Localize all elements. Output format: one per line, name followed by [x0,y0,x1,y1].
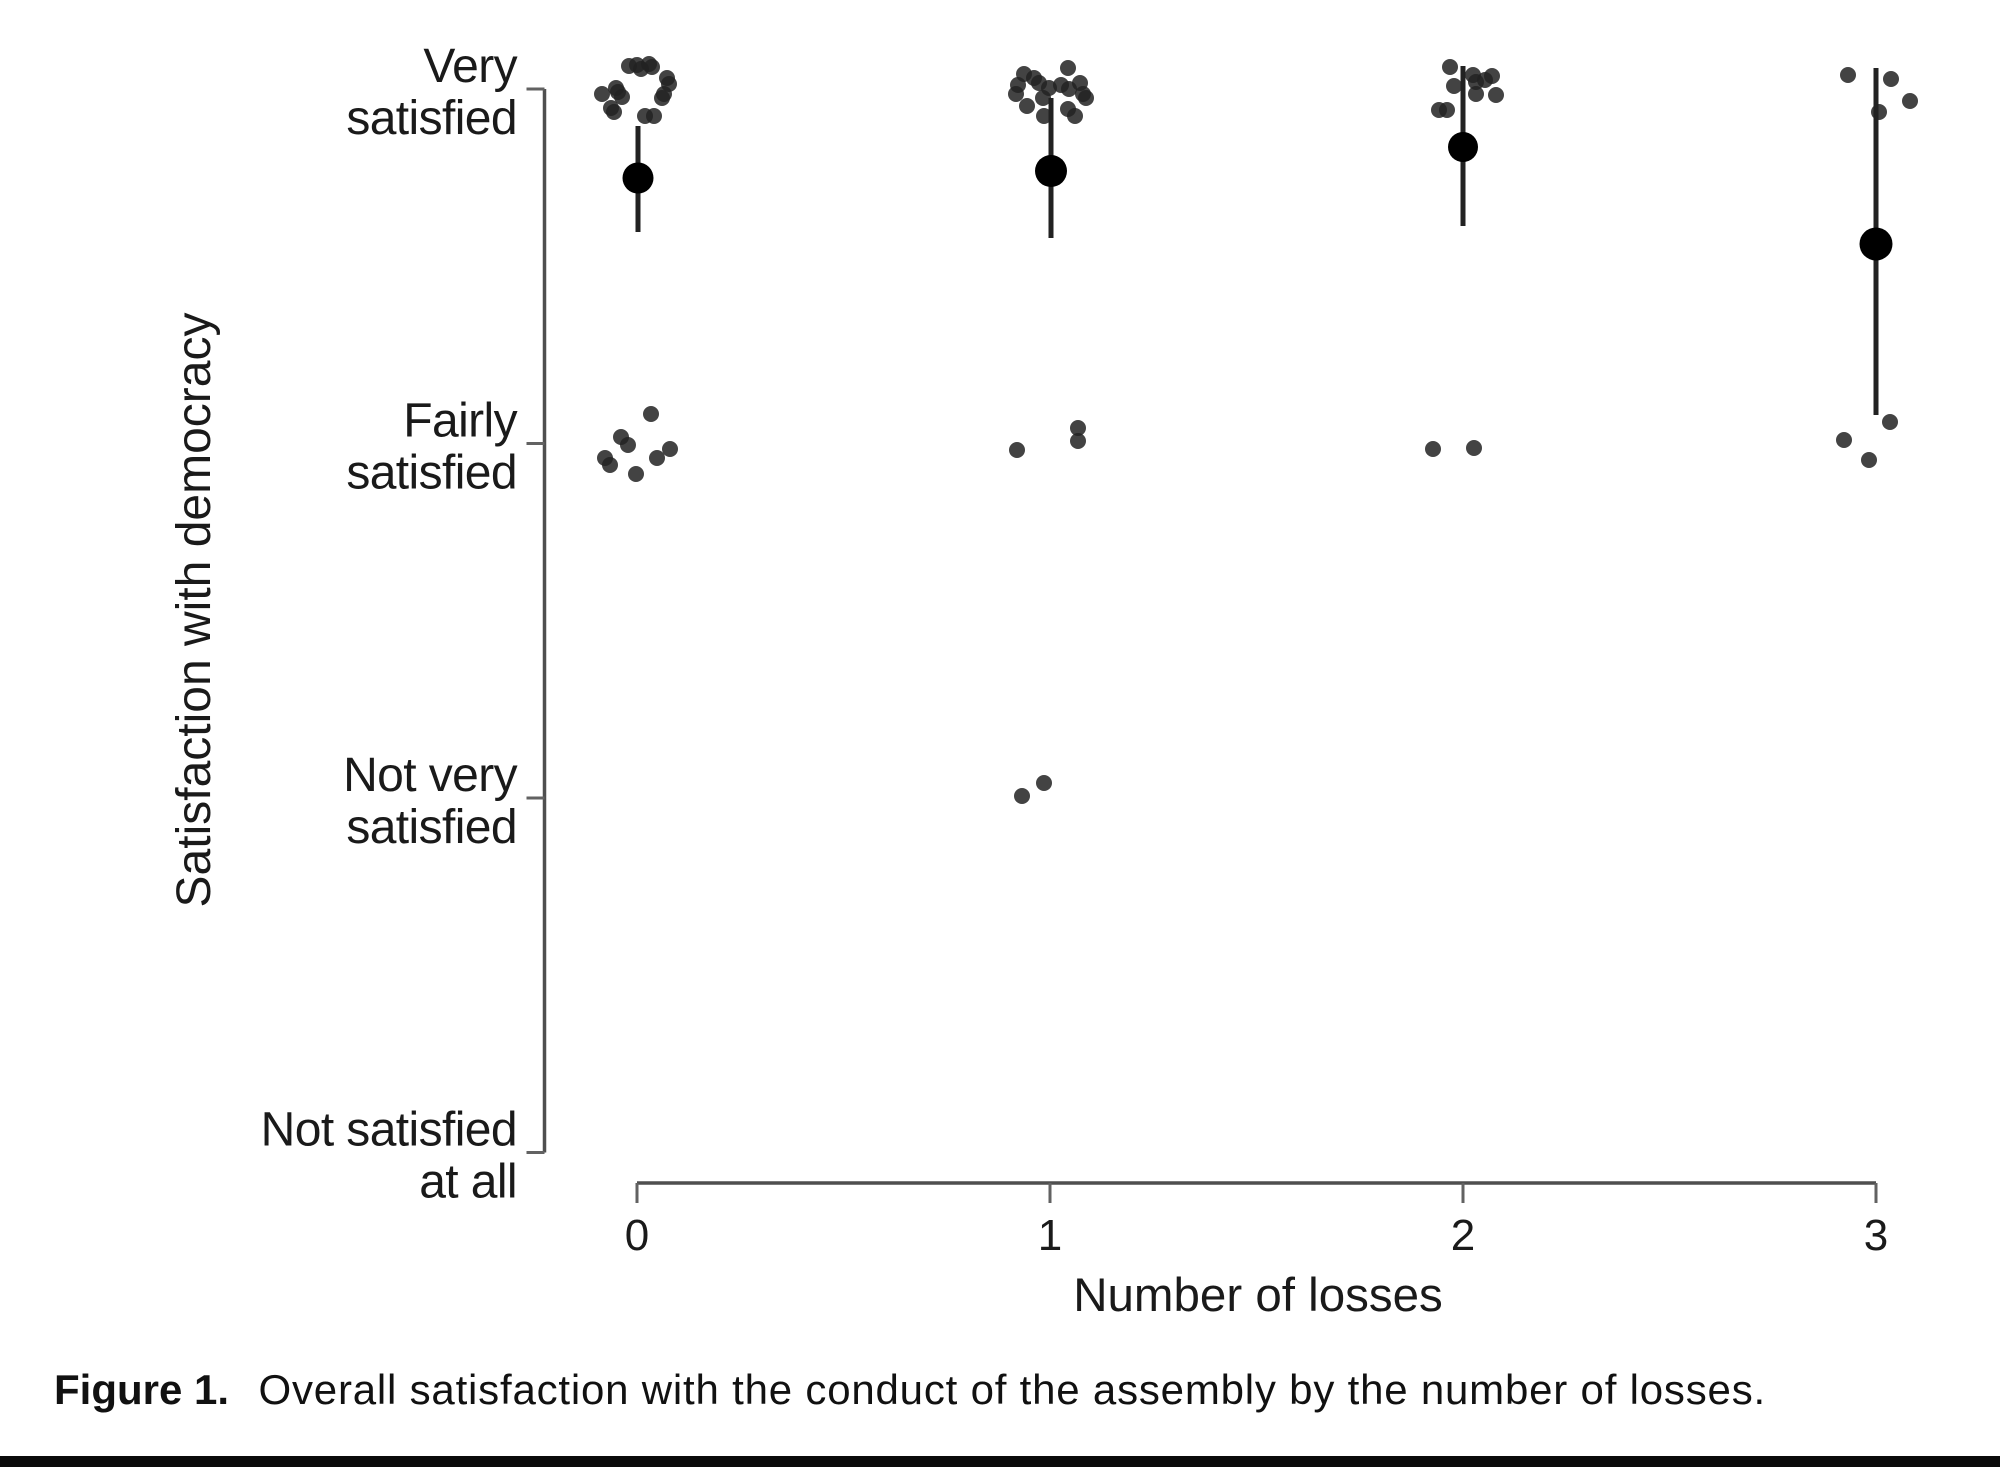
svg-text:satisfied: satisfied [346,92,517,145]
svg-text:Figure 1. Overall satisfaction: Figure 1. Overall satisfaction with the … [54,1366,1766,1413]
svg-text:0: 0 [625,1211,649,1260]
svg-text:at all: at all [419,1156,517,1209]
svg-text:satisfied: satisfied [346,447,517,500]
svg-text:3: 3 [1864,1211,1888,1260]
svg-text:Not satisfied: Not satisfied [261,1104,517,1157]
svg-text:Satisfaction with democracy: Satisfaction with democracy [168,313,221,908]
svg-text:Fairly: Fairly [403,395,517,448]
svg-text:Number of losses: Number of losses [1073,1269,1443,1322]
svg-text:Not very: Not very [343,749,518,802]
svg-text:1: 1 [1038,1211,1062,1260]
svg-text:Very: Very [423,40,517,93]
svg-text:satisfied: satisfied [346,801,517,854]
svg-text:2: 2 [1451,1211,1475,1260]
